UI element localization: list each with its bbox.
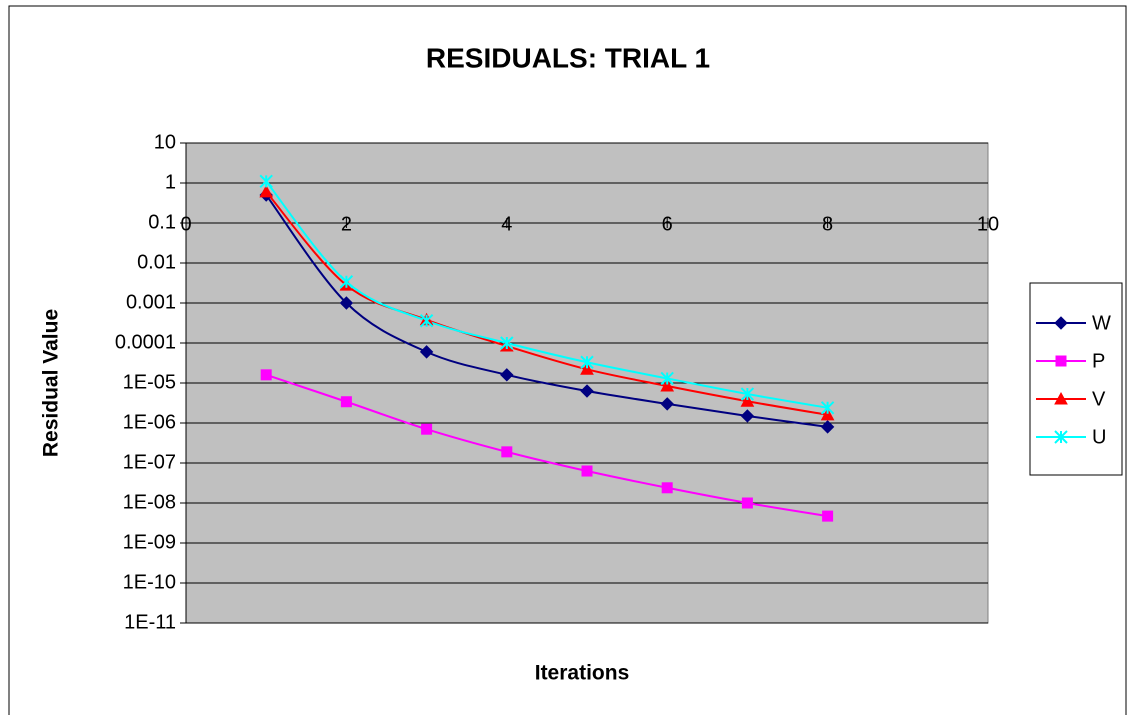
y-tick-label: 1E-08	[123, 491, 176, 513]
data-point	[661, 482, 673, 494]
legend-marker	[1054, 391, 1068, 405]
data-point	[820, 407, 835, 421]
series-line	[265, 373, 828, 518]
data-point	[340, 396, 352, 408]
y-tick-label: 0.001	[126, 291, 176, 313]
data-point	[581, 465, 593, 477]
x-tick-label: 6	[662, 213, 673, 235]
x-tick-label: 10	[977, 213, 999, 235]
legend-label: W	[1092, 312, 1111, 334]
data-point	[259, 174, 273, 189]
data-point	[660, 371, 674, 386]
y-tick-label: 10	[154, 131, 176, 153]
data-point	[740, 387, 755, 401]
legend-label: V	[1092, 388, 1106, 410]
legend-label: P	[1092, 350, 1105, 372]
x-tick-label: 8	[822, 213, 833, 235]
data-point	[822, 510, 834, 522]
data-point	[339, 296, 354, 310]
data-point	[660, 397, 674, 411]
legend-label: U	[1092, 426, 1106, 448]
data-point	[500, 368, 514, 382]
y-tick-label: 1E-11	[124, 611, 176, 633]
data-point	[421, 423, 433, 435]
legend-marker	[1054, 316, 1068, 330]
data-point	[339, 275, 354, 289]
data-point	[580, 384, 594, 398]
data-point	[740, 394, 755, 407]
legend-marker	[1054, 430, 1068, 444]
data-point	[660, 378, 675, 392]
y-tick-label: 1E-07	[123, 451, 176, 473]
x-axis-title: Iterations	[535, 662, 630, 685]
y-tick-label: 0.01	[137, 251, 176, 273]
y-tick-label: 0.0001	[115, 331, 176, 353]
y-tick-label: 1E-10	[123, 571, 176, 593]
data-point	[580, 355, 594, 369]
x-tick-label: 2	[341, 213, 352, 235]
y-tick-label: 1E-09	[123, 531, 176, 553]
legend-marker	[1055, 355, 1067, 367]
data-point	[419, 314, 434, 328]
data-point	[419, 345, 434, 359]
data-point	[740, 409, 755, 423]
data-point	[259, 184, 274, 198]
y-tick-label: 1E-05	[123, 371, 176, 393]
data-point	[500, 336, 514, 350]
y-tick-label: 1	[165, 171, 176, 193]
y-tick-label: 0.1	[148, 211, 176, 233]
data-point	[580, 362, 594, 375]
y-axis-title: Residual Value	[40, 309, 63, 457]
x-tick-label: 0	[180, 213, 191, 235]
data-point	[260, 369, 272, 381]
legend	[1029, 282, 1123, 476]
chart-title: RESIDUALS: TRIAL 1	[426, 42, 710, 73]
data-point	[820, 420, 835, 434]
data-point	[741, 497, 753, 509]
y-tick-label: 1E-06	[123, 411, 176, 433]
x-tick-label: 4	[501, 213, 512, 235]
data-point	[820, 401, 835, 415]
data-point	[501, 446, 513, 458]
